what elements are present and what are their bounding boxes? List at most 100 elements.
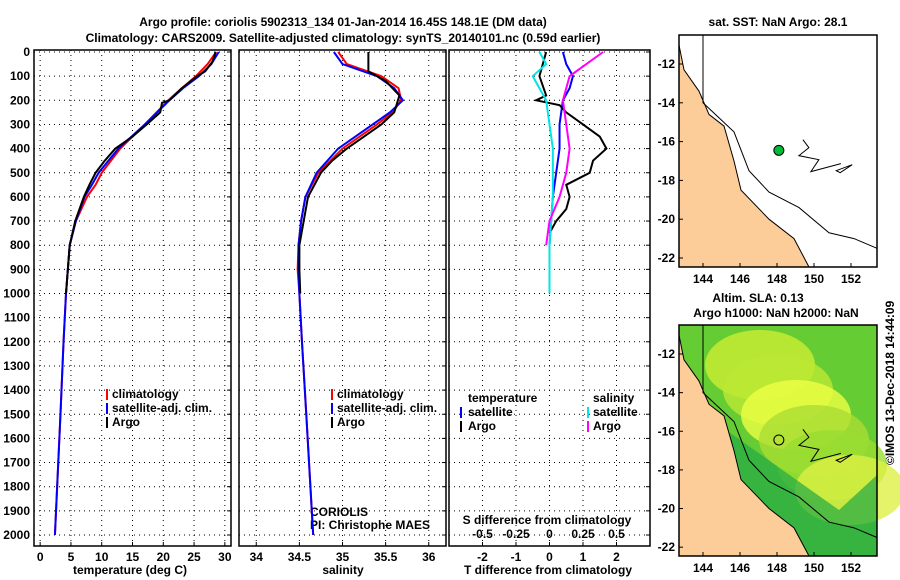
shelf-contour <box>702 325 878 538</box>
legend-title: salinity <box>593 391 635 405</box>
series-line-argo <box>298 52 401 294</box>
map-frame <box>678 34 878 268</box>
x-tick-label: 15 <box>126 550 140 564</box>
depth-tick-label: 500 <box>10 166 30 180</box>
map-sla-title1: Altim. SLA: 0.13 <box>712 291 804 305</box>
sal-xlabel: salinity <box>322 563 364 577</box>
lon-tick-label: 150 <box>804 272 824 286</box>
depth-tick-label: 900 <box>10 262 30 276</box>
shelf-contour <box>702 35 878 249</box>
x-tick-label: 35.5 <box>374 550 398 564</box>
legend-swatch <box>106 389 108 400</box>
lat-tick-label: -22 <box>658 540 676 554</box>
reef-outline <box>797 429 853 463</box>
x-tick-label: -1 <box>511 550 522 564</box>
legend-label: satellite-adj. clim. <box>112 401 212 415</box>
plot-frame <box>33 49 232 547</box>
depth-tick-label: 0 <box>23 45 30 59</box>
lat-tick-label: -12 <box>658 347 676 361</box>
depth-tick-label: 400 <box>10 142 30 156</box>
x-tick-label: 35 <box>336 550 350 564</box>
title-line1: Argo profile: coriolis 5902313_134 01-Ja… <box>139 15 547 29</box>
s-tick-label: -0.25 <box>502 527 530 541</box>
legend-label: satellite <box>468 405 513 419</box>
lat-tick-label: -20 <box>658 212 676 226</box>
lat-tick-label: -14 <box>658 386 676 400</box>
reef-outline <box>797 139 853 174</box>
legend-label: Argo <box>337 415 365 429</box>
depth-tick-label: 1900 <box>3 504 30 518</box>
map-frame <box>678 324 878 557</box>
x-tick-label: 5 <box>68 550 75 564</box>
legend-swatch <box>106 403 108 414</box>
x-tick-label: 0 <box>37 550 44 564</box>
lon-tick-label: 146 <box>730 561 750 575</box>
coriolis-label: CORIOLIS <box>310 505 368 519</box>
lon-tick-label: 144 <box>693 561 713 575</box>
lon-tick-label: 152 <box>841 272 861 286</box>
lat-tick-label: -14 <box>658 96 676 110</box>
lon-tick-label: 152 <box>841 561 861 575</box>
temp-xlabel: temperature (deg C) <box>73 563 187 577</box>
legend-label: Argo <box>112 415 140 429</box>
x-tick-label: 36 <box>422 550 436 564</box>
x-tick-label: -2 <box>477 550 488 564</box>
lon-tick-label: 150 <box>804 561 824 575</box>
x-tick-label: 34 <box>250 550 264 564</box>
x-tick-label: 1 <box>580 550 587 564</box>
s-tick-label: 0.25 <box>571 527 595 541</box>
sdiff-label: S difference from climatology <box>463 513 632 527</box>
legend-label: satellite <box>593 405 638 419</box>
watermark: ©IMOS 13-Dec-2018 14:44:09 <box>883 300 897 465</box>
legend-swatch <box>460 407 462 418</box>
lon-tick-label: 148 <box>767 561 787 575</box>
plot-frame <box>448 49 651 547</box>
x-tick-label: 2 <box>613 550 620 564</box>
legend-label: climatology <box>337 387 404 401</box>
legend-swatch <box>587 407 589 418</box>
s-tick-label: 0.5 <box>608 527 625 541</box>
lon-tick-label: 144 <box>693 272 713 286</box>
series-line-s-argo <box>545 51 604 246</box>
x-tick-label: 0 <box>546 550 553 564</box>
float-position-marker <box>773 434 785 446</box>
map-sst-title: sat. SST: NaN Argo: 28.1 <box>709 15 848 29</box>
map-sla-title2: Argo h1000: NaN h2000: NaN <box>693 306 858 320</box>
x-tick-label: 30 <box>218 550 232 564</box>
legend-swatch <box>331 389 333 400</box>
lat-tick-label: -16 <box>658 424 676 438</box>
depth-tick-label: 200 <box>10 93 30 107</box>
lat-tick-label: -18 <box>658 173 676 187</box>
lon-tick-label: 148 <box>767 272 787 286</box>
depth-tick-label: 100 <box>10 69 30 83</box>
depth-tick-label: 1400 <box>3 383 30 397</box>
legend-label: Argo <box>468 419 496 433</box>
legend-title: temperature <box>468 391 538 405</box>
plot-frame <box>238 49 447 547</box>
x-tick-label: 10 <box>95 550 109 564</box>
depth-tick-label: 1200 <box>3 335 30 349</box>
legend-label: satellite-adj. clim. <box>337 401 437 415</box>
depth-tick-label: 300 <box>10 117 30 131</box>
depth-tick-label: 600 <box>10 190 30 204</box>
legend-swatch <box>106 417 108 428</box>
legend-label: climatology <box>112 387 179 401</box>
lat-tick-label: -20 <box>658 502 676 516</box>
depth-tick-label: 1800 <box>3 480 30 494</box>
depth-tick-label: 1500 <box>3 407 30 421</box>
lat-tick-label: -12 <box>658 57 676 71</box>
depth-tick-label: 700 <box>10 214 30 228</box>
depth-tick-label: 1700 <box>3 456 30 470</box>
legend-swatch <box>587 421 589 432</box>
series-line-argo <box>65 51 217 294</box>
float-position-marker <box>773 144 785 156</box>
lat-tick-label: -18 <box>658 463 676 477</box>
depth-tick-label: 800 <box>10 238 30 252</box>
series-line-t-argo <box>532 51 608 234</box>
tdiff-xlabel: T difference from climatology <box>464 563 632 577</box>
x-tick-label: 34.5 <box>288 550 312 564</box>
lat-tick-label: -22 <box>658 251 676 265</box>
s-tick-label: 0 <box>546 527 553 541</box>
